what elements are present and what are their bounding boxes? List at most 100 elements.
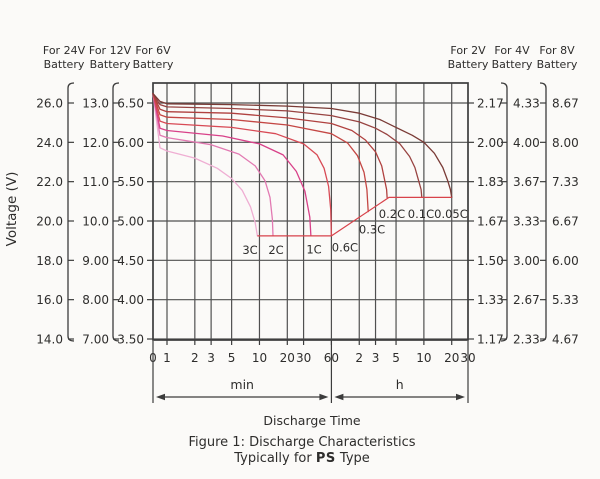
x-tick-label-min: 1 [163, 351, 171, 365]
y-tick-label-right: 1.83 [477, 175, 504, 189]
y-axis-title: Voltage (V) [4, 172, 20, 247]
scale-header-line1: For 24V [43, 44, 86, 57]
arrowhead-left [334, 393, 344, 401]
arrowhead-right [456, 393, 465, 401]
scale-header-line2: Battery [133, 58, 174, 71]
rate-label-3C: 3C [242, 243, 257, 257]
y-tick-label-left: 20.0 [36, 215, 63, 229]
x-tick-label-min: 5 [228, 351, 236, 365]
y-tick-label-right: 1.67 [477, 215, 504, 229]
y-tick-label-right: 8.00 [552, 136, 579, 150]
y-tick-label-right: 4.00 [513, 136, 540, 150]
y-tick-label-right: 2.67 [513, 293, 540, 307]
y-tick-label-right: 6.00 [552, 254, 579, 268]
y-tick-label-left: 10.0 [82, 215, 109, 229]
figure-caption-line2: Typically for PS Type [2, 451, 600, 466]
y-tick-label-left: 8.00 [82, 293, 109, 307]
scale-header-line1: For 2V [450, 44, 486, 57]
y-tick-label-right: 7.33 [552, 175, 579, 189]
y-tick-label-left: 5.50 [117, 175, 144, 189]
scale-header-line2: Battery [90, 58, 131, 71]
x-tick-label-h: 5 [392, 351, 400, 365]
rate-label-0.3C: 0.3C [359, 223, 385, 237]
y-tick-label-right: 3.00 [513, 254, 540, 268]
x-tick-label-min: 2 [191, 351, 199, 365]
scale-header-line1: For 6V [135, 44, 171, 57]
y-tick-label-right: 2.17 [477, 97, 504, 111]
x-tick-label-min: 20 [280, 351, 295, 365]
x-tick-label-h: 3 [372, 351, 380, 365]
y-tick-label-right: 3.67 [513, 175, 540, 189]
y-tick-label-right: 1.50 [477, 254, 504, 268]
y-tick-label-right: 4.67 [552, 333, 579, 347]
y-tick-label-left: 26.0 [36, 97, 63, 111]
x-tick-label-min: 30 [296, 351, 311, 365]
rate-label-2C: 2C [268, 243, 283, 257]
y-tick-label-right: 3.33 [513, 215, 540, 229]
scale-header-line2: Battery [44, 58, 85, 71]
y-tick-label-right: 8.67 [552, 97, 579, 111]
curve-1C [152, 92, 312, 237]
scale-header-line2: Battery [492, 58, 533, 71]
figure-caption-line1: Figure 1: Discharge Characteristics [188, 435, 416, 450]
x-axis-title: Discharge Time [263, 413, 361, 428]
scale-header-line2: Battery [537, 58, 578, 71]
y-tick-label-right: 1.33 [477, 293, 504, 307]
unit-label-min: min [230, 377, 254, 392]
scale-header-line1: For 12V [89, 44, 132, 57]
y-tick-label-right: 4.33 [513, 97, 540, 111]
caption-suffix: Type [335, 451, 370, 466]
plot-border [152, 82, 469, 341]
y-tick-label-right: 6.67 [552, 215, 579, 229]
arrowhead-right [319, 393, 329, 401]
y-tick-label-left: 6.50 [117, 97, 144, 111]
curve-0.2C [152, 92, 388, 199]
curve-3C [152, 92, 259, 237]
scale-header-line1: For 8V [539, 44, 575, 57]
x-tick-label-min: 10 [252, 351, 267, 365]
caption-type-bold: PS [315, 451, 336, 466]
y-tick-label-left: 7.00 [82, 333, 109, 347]
y-tick-label-left: 18.0 [36, 254, 63, 268]
scale-header-line1: For 4V [494, 44, 530, 57]
curve-0.6C [152, 92, 333, 237]
y-tick-label-right: 1.17 [477, 333, 504, 347]
curve-0.3C [152, 92, 369, 213]
rate-label-0.05C: 0.05C [434, 207, 468, 221]
scale-bracket [500, 82, 508, 342]
y-tick-label-left: 14.0 [36, 333, 63, 347]
y-tick-label-left: 16.0 [36, 293, 63, 307]
y-tick-label-left: 6.00 [117, 136, 144, 150]
y-tick-label-left: 4.00 [117, 293, 144, 307]
y-tick-label-left: 5.00 [117, 215, 144, 229]
x-tick-label-h: 10 [416, 351, 431, 365]
y-tick-label-left: 12.0 [82, 136, 109, 150]
unit-label-h: h [396, 377, 404, 392]
y-tick-label-left: 11.0 [82, 175, 109, 189]
y-tick-label-right: 2.33 [513, 333, 540, 347]
arrowhead-left [156, 393, 165, 401]
y-tick-label-left: 13.0 [82, 97, 109, 111]
rate-label-1C: 1C [306, 242, 321, 256]
cutoff-line [257, 196, 452, 237]
y-tick-label-left: 3.50 [117, 333, 144, 347]
rate-label-0.6C: 0.6C [332, 241, 358, 255]
y-tick-label-right: 2.00 [477, 136, 504, 150]
curve-0.1C [152, 92, 423, 199]
y-tick-label-left: 4.50 [117, 254, 144, 268]
caption-prefix: Typically for [234, 451, 316, 466]
scale-bracket [112, 82, 120, 342]
curve-2C [152, 92, 274, 237]
x-tick-label-min: 3 [207, 351, 215, 365]
scale-bracket [539, 82, 547, 342]
x-tick-label-h: 20 [444, 351, 459, 365]
x-tick-label-h: 2 [355, 351, 363, 365]
scale-header-line2: Battery [448, 58, 489, 71]
curve-0.05C [152, 92, 453, 199]
y-tick-label-left: 9.00 [82, 254, 109, 268]
y-tick-label-left: 22.0 [36, 175, 63, 189]
y-tick-label-right: 5.33 [552, 293, 579, 307]
y-tick-label-left: 24.0 [36, 136, 63, 150]
